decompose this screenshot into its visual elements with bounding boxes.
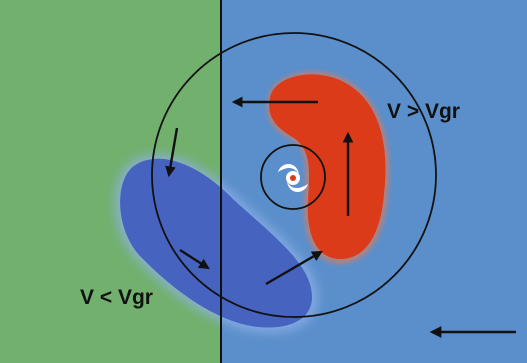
arrow-up-right [265,250,323,286]
inner-circle [260,144,326,210]
outer-circle [151,32,437,318]
label-v-less-vgr: V < Vgr [80,286,153,309]
warm-region-blob [267,71,390,265]
arrow-down-left [165,127,179,178]
hurricane-icon [278,164,308,192]
cool-region-blob [114,154,318,333]
arrow-down-right [179,248,210,270]
label-v-greater-vgr: V > Vgr [387,100,460,123]
